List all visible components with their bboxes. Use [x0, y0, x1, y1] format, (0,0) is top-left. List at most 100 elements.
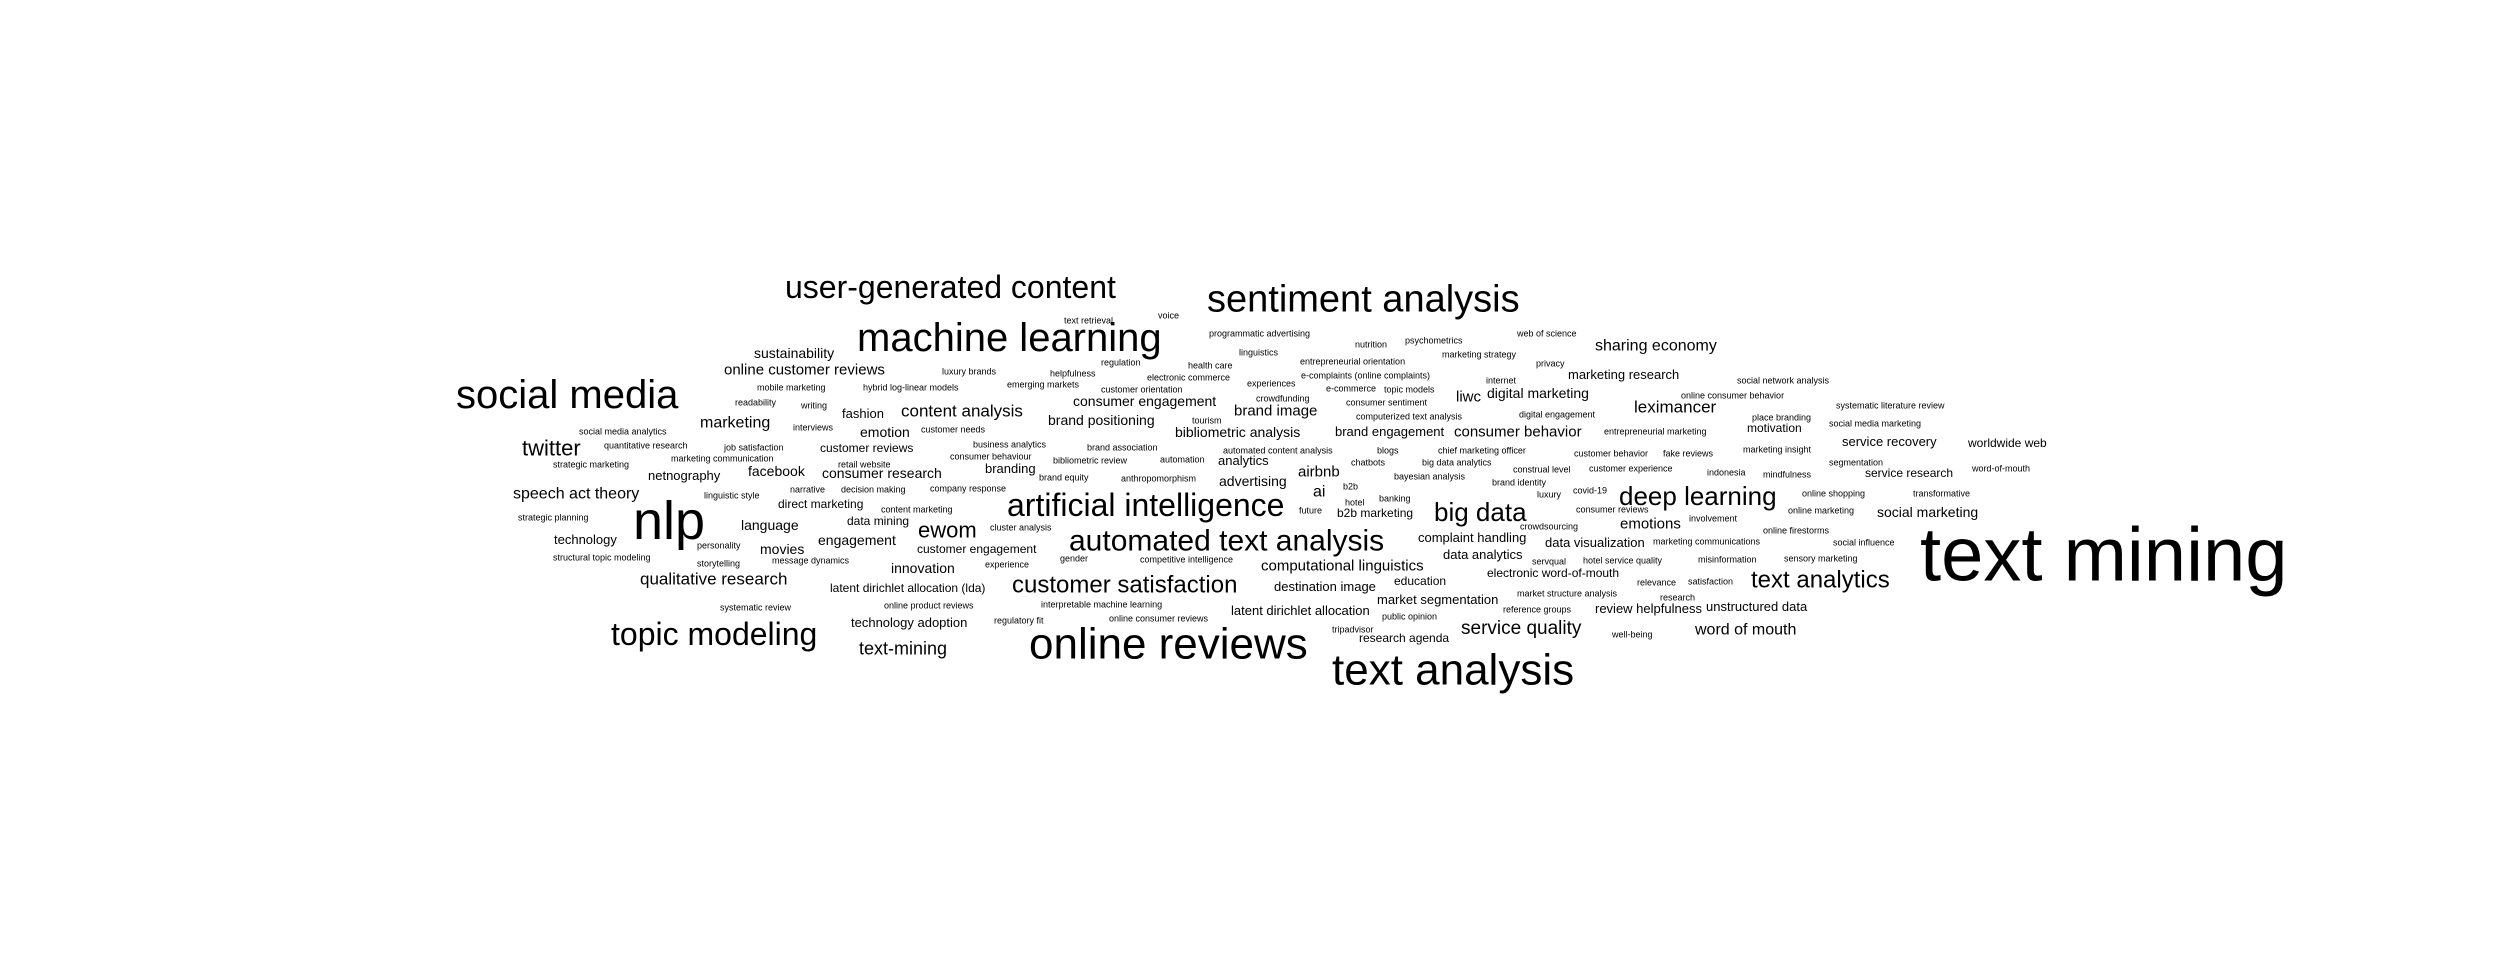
word: research	[1660, 592, 1696, 603]
word: brand image	[1234, 402, 1318, 420]
word: crowdfunding	[1256, 393, 1310, 404]
word: indonesia	[1707, 467, 1746, 478]
word: ewom	[918, 517, 977, 543]
word: brand positioning	[1048, 412, 1155, 429]
word: text analysis	[1332, 645, 1575, 695]
word: marketing strategy	[1442, 349, 1517, 360]
word: construal level	[1513, 464, 1571, 475]
word: health care	[1188, 360, 1233, 371]
word: linguistics	[1239, 347, 1279, 358]
word: service quality	[1461, 617, 1582, 639]
word: deep learning	[1619, 480, 1777, 511]
word: market structure analysis	[1517, 588, 1618, 599]
word: public opinion	[1382, 611, 1438, 622]
word: chief marketing officer	[1438, 445, 1526, 456]
word: qualitative research	[640, 569, 788, 589]
word: brand equity	[1039, 472, 1089, 483]
word: message dynamics	[772, 555, 850, 566]
word: content marketing	[881, 504, 953, 515]
word: hybrid log-linear models	[863, 382, 959, 393]
word: interviews	[793, 422, 834, 433]
word: luxury brands	[942, 366, 997, 377]
word: tripadvisor	[1332, 624, 1374, 635]
word: structural topic modeling	[553, 552, 651, 563]
word: topic modeling	[611, 615, 818, 652]
word: online marketing	[1788, 505, 1855, 516]
word: mindfulness	[1763, 469, 1812, 480]
word: fake reviews	[1663, 448, 1714, 459]
word: language	[741, 517, 799, 534]
word: brand identity	[1492, 477, 1547, 488]
word: retail website	[838, 459, 891, 470]
word: programmatic advertising	[1209, 328, 1311, 339]
word: customer needs	[921, 424, 986, 435]
word: review helpfulness	[1595, 600, 1702, 616]
word: bayesian analysis	[1394, 471, 1466, 482]
word: consumer engagement	[1073, 393, 1217, 410]
word: worldwide web	[1968, 435, 2047, 450]
word: research agenda	[1359, 630, 1450, 645]
word: education	[1394, 573, 1447, 588]
word: narrative	[790, 484, 826, 495]
word: computerized text analysis	[1356, 411, 1463, 422]
word: banking	[1379, 493, 1411, 504]
word: artificial intelligence	[1007, 486, 1285, 523]
word: branding	[985, 460, 1036, 476]
word: movies	[760, 541, 805, 558]
word: social marketing	[1877, 504, 1979, 521]
word: systematic literature review	[1836, 400, 1945, 411]
word: text-mining	[859, 638, 948, 659]
word: writing	[801, 400, 828, 411]
word: machine learning	[857, 316, 1162, 360]
word: sentiment analysis	[1207, 278, 1520, 321]
word: twitter	[522, 435, 581, 461]
word: electronic word-of-mouth	[1487, 565, 1620, 580]
word: linguistic style	[704, 490, 760, 501]
word: data analytics	[1443, 546, 1523, 562]
word: sharing economy	[1595, 337, 1717, 355]
word: automated text analysis	[1069, 524, 1385, 558]
word: text mining	[1920, 512, 2288, 598]
word: regulation	[1101, 357, 1141, 368]
word: marketing	[700, 414, 771, 432]
word: online shopping	[1802, 488, 1866, 499]
word: segmentation	[1829, 457, 1884, 468]
word: psychometrics	[1405, 335, 1463, 346]
word: customer satisfaction	[1012, 571, 1238, 599]
word: blogs	[1377, 445, 1399, 456]
word: sensory marketing	[1784, 553, 1858, 564]
word: mobile marketing	[757, 382, 826, 393]
word: latent dirichlet allocation (lda)	[830, 580, 986, 595]
word: big data	[1434, 496, 1527, 527]
word: strategic marketing	[553, 459, 630, 470]
word: complaint handling	[1418, 529, 1527, 545]
word: marketing communications	[1653, 536, 1761, 547]
word: motivation	[1747, 420, 1802, 435]
word: strategic planning	[518, 512, 589, 523]
word: consumer behaviour	[950, 451, 1032, 462]
word: systematic review	[720, 602, 792, 613]
word: digital marketing	[1487, 385, 1589, 402]
word: nlp	[633, 491, 706, 552]
word: b2b marketing	[1337, 505, 1414, 520]
word: emerging markets	[1007, 379, 1080, 390]
word: chatbots	[1351, 457, 1386, 468]
word: consumer sentiment	[1346, 397, 1428, 408]
word: future	[1299, 505, 1323, 516]
word: technology adoption	[851, 614, 968, 630]
word: customer experience	[1589, 463, 1673, 474]
word: e-commerce	[1326, 383, 1377, 394]
word: helpfulness	[1050, 368, 1096, 379]
word: netnography	[648, 467, 721, 483]
word: airbnb	[1298, 463, 1340, 481]
word: anthropomorphism	[1121, 473, 1197, 484]
word: customer engagement	[917, 541, 1037, 556]
word: hotel	[1345, 497, 1365, 508]
word: web of science	[1517, 328, 1577, 339]
word: social network analysis	[1737, 375, 1830, 386]
word: online consumer reviews	[1109, 613, 1209, 624]
word: automated content analysis	[1223, 445, 1333, 456]
word: well-being	[1612, 629, 1653, 640]
word: brand association	[1087, 442, 1158, 453]
